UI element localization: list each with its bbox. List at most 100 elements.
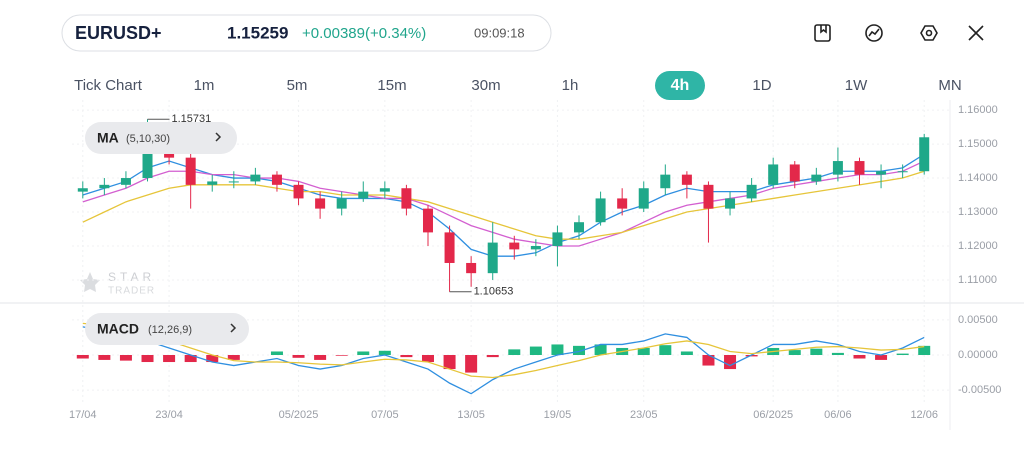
candle-body: [897, 171, 908, 173]
price: 1.15259: [227, 23, 288, 42]
timeframe-tab[interactable]: 5m: [287, 77, 308, 94]
header-box: [61, 14, 552, 52]
macd-histogram-bar: [421, 355, 434, 363]
macd-histogram-bar: [465, 355, 478, 373]
macd-histogram-bar: [875, 355, 888, 360]
indicator-line: [82, 322, 925, 379]
candle-body: [315, 198, 326, 209]
x-tick-label: 06/2025: [753, 409, 793, 421]
watermark-text: STAR: [108, 270, 155, 284]
macd-histogram-bar: [594, 344, 607, 355]
y-tick-label: 1.13000: [958, 206, 998, 218]
candle-body: [379, 188, 390, 192]
y-tick-label: 1.16000: [958, 104, 998, 116]
x-tick-label: 05/2025: [279, 409, 319, 421]
candle-body: [768, 164, 779, 185]
candle-body: [207, 181, 218, 185]
ma-params: (5,10,30): [126, 133, 170, 145]
candle-body: [509, 242, 520, 250]
candle-body: [595, 198, 606, 223]
macd-histogram-bar: [292, 355, 305, 358]
macd-histogram-bar: [270, 351, 283, 355]
macd-histogram-bar: [831, 352, 844, 355]
macd-histogram-bar: [573, 345, 586, 355]
macd-histogram-bar: [184, 355, 197, 363]
macd-histogram-bar: [76, 355, 89, 359]
macd-histogram-bar: [314, 355, 327, 360]
x-tick-label: 06/06: [824, 409, 852, 421]
candle-body: [228, 181, 239, 183]
macd-histogram-bar: [357, 351, 370, 355]
save-icon[interactable]: [814, 24, 831, 42]
macd-histogram-bar: [551, 344, 564, 355]
macd-histogram-bar: [141, 355, 154, 363]
toolbar: [814, 24, 984, 42]
symbol[interactable]: EURUSD+: [75, 23, 162, 43]
watermark-text: TRADER: [108, 286, 155, 297]
candle-body: [358, 191, 369, 199]
x-tick-label: 07/05: [371, 409, 399, 421]
watermark-logo: [80, 272, 100, 292]
macd-histogram-bar: [378, 350, 391, 355]
timeframe-tab[interactable]: 1m: [194, 77, 215, 94]
candle-body: [574, 222, 585, 233]
x-tick-label: 23/04: [155, 409, 183, 421]
macd-histogram-bar: [206, 355, 219, 363]
timeframe-tab[interactable]: MN: [938, 77, 961, 94]
timeframe-tab[interactable]: 15m: [377, 77, 406, 94]
macd-histogram-bar: [486, 355, 499, 358]
ma-legend[interactable]: [85, 122, 237, 154]
macd-histogram-bar: [98, 355, 111, 360]
candle-body: [746, 184, 757, 199]
macd-histogram-bar: [163, 355, 176, 363]
candle-body: [444, 232, 455, 263]
indicator-icon[interactable]: [865, 24, 883, 42]
clock: 09:09:18: [474, 25, 525, 40]
y-tick-label: 1.12000: [958, 240, 998, 252]
macd-histogram-bar: [788, 350, 801, 355]
macd-histogram-bar: [529, 346, 542, 355]
timeframe-tab[interactable]: 1h: [562, 77, 579, 94]
timeframe-tab[interactable]: Tick Chart: [74, 77, 143, 94]
candle-body: [401, 188, 412, 209]
watermark: STAR TRADER: [80, 270, 155, 297]
timeframe-tab[interactable]: 1D: [752, 77, 771, 94]
indicator-line: [82, 170, 925, 240]
indicator-line: [82, 326, 925, 395]
candle-body: [422, 208, 433, 233]
macd-histogram-bar: [400, 355, 413, 358]
candle-body: [293, 184, 304, 199]
macd-histogram-bar: [659, 345, 672, 355]
candle-body: [854, 161, 865, 175]
y-tick-label: 1.14000: [958, 172, 998, 184]
extreme-label: 1.10653: [474, 286, 514, 298]
x-tick-label: 23/05: [630, 409, 658, 421]
macd-histogram-bar: [508, 349, 521, 355]
candle-body: [789, 164, 800, 182]
y-tick-label: -0.00500: [958, 384, 1001, 396]
x-tick-label: 19/05: [544, 409, 572, 421]
indicator-line: [82, 160, 925, 247]
chevron: [230, 323, 237, 333]
candle-body: [725, 198, 736, 209]
active-tab: [655, 71, 705, 100]
indicator-line: [82, 153, 925, 257]
timeframe-tab[interactable]: 1W: [845, 77, 868, 94]
x-tick-label: 12/06: [910, 409, 938, 421]
candle-body: [919, 137, 930, 172]
candle-body: [703, 184, 714, 209]
macd-histogram-bar: [724, 355, 737, 370]
candle-body: [466, 262, 477, 274]
candle-body: [77, 188, 88, 192]
timeframe-tab[interactable]: 4h: [671, 77, 690, 94]
settings-icon[interactable]: [920, 25, 938, 41]
close-icon[interactable]: [968, 25, 984, 41]
macd-histogram-bar: [335, 355, 348, 356]
timeframe-tab[interactable]: 30m: [471, 77, 500, 94]
candle-body: [142, 137, 153, 179]
macd-histogram-bar: [227, 355, 240, 360]
macd-histogram-bar: [918, 345, 931, 355]
candle-body: [617, 198, 628, 209]
macd-legend[interactable]: [85, 313, 249, 345]
